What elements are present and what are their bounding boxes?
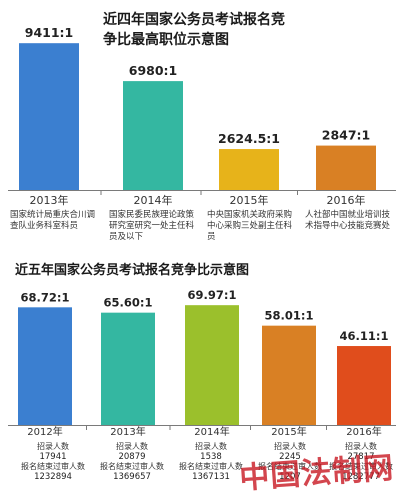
bottom-category-label-2014: 2014年 (194, 425, 229, 438)
stat-2016: 招录人数 27817 报名结束过审人数 1282777 (324, 442, 398, 482)
bottom-bar-chart: 68.72:1 2012年 65.60:1 2013年 69.97:1 2014年 58.0… (8, 288, 396, 438)
stat-2014-recruit-label: 招录人数 (195, 442, 227, 451)
stat-2012: 招录人数 17941 报名结束过审人数 1232894 (16, 442, 90, 482)
top-bar-chart: 9411:1 2013年 6980:1 2014年 2624.5:1 2015年 2847:… (8, 25, 396, 207)
stat-2013: 招录人数 20879 报名结束过审人数 1369657 (95, 442, 169, 482)
stat-2015-applicant-value: 1207 (279, 472, 301, 482)
stat-2013-applicant-value: 1369657 (113, 472, 151, 482)
stat-2014-recruit-value: 1538 (200, 452, 222, 462)
top-caption-2013: 国家统计局重庆合川调查队业务科室科员 (10, 210, 96, 231)
bottom-value-label-2016: 46.11:1 (340, 329, 389, 343)
top-bar-2014 (123, 81, 183, 190)
bottom-value-label-2014: 69.97:1 (188, 288, 237, 302)
stat-2015-recruit-value: 2245 (279, 452, 301, 462)
top-category-label-2013: 2013年 (30, 193, 69, 207)
bottom-bar-2015 (262, 325, 316, 425)
top-value-label-2013: 9411:1 (25, 25, 74, 40)
top-value-label-2016: 2847:1 (322, 128, 371, 143)
bottom-category-label-2016: 2016年 (346, 425, 381, 438)
top-bar-2013 (19, 43, 79, 190)
stat-2015: 招录人数 2245 报名结束过审人数 1207 (253, 442, 327, 482)
top-value-label-2014: 6980:1 (129, 63, 178, 78)
stat-2012-applicant-value: 1232894 (34, 472, 72, 482)
bottom-category-label-2012: 2012年 (27, 425, 62, 438)
stat-2012-recruit-value: 17941 (39, 452, 67, 462)
bottom-bar-2013 (101, 312, 155, 425)
bottom-bar-2012 (18, 307, 72, 425)
top-category-label-2016: 2016年 (327, 193, 366, 207)
top-caption-2014: 国家民委民族理论政策研究室研究一处主任科员及以下 (109, 210, 195, 242)
stat-2016-applicant-label: 报名结束过审人数 (329, 462, 393, 471)
stat-2014: 招录人数 1538 报名结束过审人数 1367131 (174, 442, 248, 482)
bottom-bar-2016 (337, 346, 391, 425)
stat-2015-recruit-label: 招录人数 (274, 442, 306, 451)
bottom-value-label-2012: 68.72:1 (21, 290, 70, 304)
stat-2012-applicant-label: 报名结束过审人数 (21, 462, 85, 471)
stat-2016-applicant-value: 1282777 (342, 472, 380, 482)
stat-2013-applicant-label: 报名结束过审人数 (100, 462, 164, 471)
stat-2012-recruit-label: 招录人数 (37, 442, 69, 451)
bottom-chart-title: 近五年国家公务员考试报名竞争比示意图 (15, 263, 250, 278)
stat-2014-applicant-label: 报名结束过审人数 (179, 462, 243, 471)
top-bar-2016 (316, 145, 376, 190)
top-category-label-2014: 2014年 (134, 193, 173, 207)
stat-2014-applicant-value: 1367131 (192, 472, 230, 482)
bottom-category-label-2015: 2015年 (271, 425, 306, 438)
stat-2016-recruit-value: 27817 (347, 452, 375, 462)
bottom-category-label-2013: 2013年 (110, 425, 145, 438)
top-caption-2016: 人社部中国就业培训技术指导中心技能竞赛处 (305, 210, 391, 231)
top-category-label-2015: 2015年 (230, 193, 269, 207)
bottom-value-label-2015: 58.01:1 (265, 309, 314, 323)
top-bar-2015 (219, 149, 279, 190)
bottom-value-label-2013: 65.60:1 (104, 296, 153, 310)
top-caption-2015: 中央国家机关政府采购中心采购三处副主任科员 (207, 210, 293, 242)
stat-2016-recruit-label: 招录人数 (345, 442, 377, 451)
stat-2013-recruit-value: 20879 (118, 452, 146, 462)
bottom-bar-2014 (185, 305, 239, 425)
stat-2013-recruit-label: 招录人数 (116, 442, 148, 451)
top-value-label-2015: 2624.5:1 (218, 131, 280, 146)
stat-2015-applicant-label: 报名结束过审人数 (258, 462, 322, 471)
top-chart-title: 近四年国家公务员考试报名竞争比最高职位示意图 (103, 12, 285, 48)
